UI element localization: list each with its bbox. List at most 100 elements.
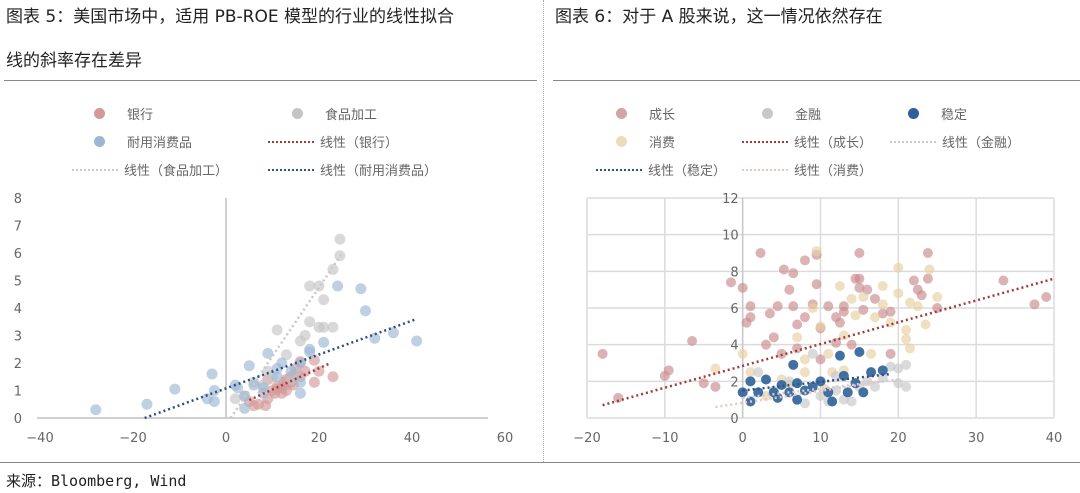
x-tick-label: 30 [968, 431, 985, 446]
legend-item: 消费 [616, 132, 675, 151]
legend-label: 稳定 [941, 108, 968, 123]
x-tick-label: −40 [26, 431, 53, 446]
y-tick-label: 8 [730, 265, 738, 280]
point-1 [912, 301, 923, 312]
legend-item: 线性（银行） [268, 132, 398, 151]
trendline-2 [144, 317, 418, 420]
point-1 [869, 312, 880, 323]
point-1 [745, 367, 756, 378]
footer-divider [0, 462, 1080, 463]
point-1 [846, 293, 857, 304]
legend-item: 线性（耐用消费品） [268, 160, 437, 179]
point-2 [285, 365, 297, 377]
point-2 [208, 396, 220, 407]
chart6-title: 图表 6：对于 A 股来说，这一情况依然存在 [555, 7, 883, 27]
point-0 [313, 365, 325, 377]
point-2 [815, 391, 826, 401]
point-2 [318, 336, 330, 348]
point-1 [737, 348, 748, 359]
point-1 [271, 324, 283, 336]
point-1 [838, 330, 849, 341]
point-2 [411, 335, 423, 347]
point-1 [807, 303, 818, 313]
chart5-title-line1: 图表 5：美国市场中，适用 PB-ROE 模型的行业的线性拟合 [6, 7, 455, 27]
legend-label: 银行 [127, 108, 154, 123]
point-0 [846, 339, 857, 350]
panel-separator [543, 0, 544, 462]
legend-marker [616, 108, 627, 119]
x-tick-label: 60 [497, 431, 514, 446]
legend-line [72, 168, 118, 171]
point-1 [893, 262, 904, 273]
legend-marker [616, 136, 627, 147]
legend-item: 食品加工 [292, 104, 377, 123]
point-0 [784, 284, 795, 295]
point-1 [761, 391, 772, 401]
y-tick-label: 5 [14, 275, 22, 290]
point-0 [308, 376, 320, 388]
point-2 [239, 402, 251, 414]
legend-marker [762, 108, 773, 119]
point-3 [854, 347, 865, 357]
y-tick-label: 8 [14, 192, 22, 207]
point-2 [332, 280, 344, 292]
point-1 [877, 299, 888, 310]
trendline-1 [742, 378, 899, 400]
point-3 [799, 385, 810, 396]
point-0 [737, 282, 748, 293]
point-3 [772, 392, 783, 403]
legend-label: 线性（耐用消费品） [320, 164, 438, 179]
x-tick-label: 40 [404, 431, 421, 446]
point-0 [885, 306, 896, 317]
point-0 [799, 255, 810, 266]
point-3 [834, 350, 845, 361]
point-1 [327, 321, 339, 333]
point-2 [877, 372, 888, 383]
legend-label: 金融 [795, 108, 822, 123]
trendline-1 [229, 252, 344, 419]
point-0 [854, 248, 865, 258]
legend-line [268, 140, 314, 143]
point-0 [862, 284, 873, 295]
legend-line [596, 168, 642, 171]
point-2 [294, 376, 306, 388]
point-2 [276, 357, 288, 369]
x-tick-label: −20 [573, 431, 600, 446]
point-0 [745, 301, 756, 312]
point-2 [893, 363, 904, 374]
point-0 [698, 378, 709, 389]
y-tick-label: 0 [730, 412, 738, 427]
legend-label: 线性（成长） [794, 136, 873, 151]
point-2 [262, 347, 274, 359]
point-2 [885, 361, 896, 372]
point-0 [885, 348, 896, 359]
legend-item: 银行 [94, 104, 153, 123]
point-3 [838, 370, 849, 381]
trendline-3 [715, 380, 883, 409]
point-0 [869, 293, 880, 304]
point-1 [850, 310, 861, 321]
point-1 [299, 330, 311, 341]
point-3 [858, 387, 869, 398]
point-1 [893, 288, 904, 299]
point-1 [834, 281, 845, 291]
header-divider-right [553, 80, 1080, 81]
point-0 [663, 365, 674, 376]
point-2 [271, 371, 283, 383]
point-1 [823, 348, 834, 359]
x-tick-label: 20 [311, 431, 328, 446]
legend-label: 消费 [649, 136, 676, 151]
point-1 [811, 246, 822, 257]
point-3 [753, 387, 764, 398]
legend-item: 耐用消费品 [94, 132, 192, 151]
point-3 [792, 378, 803, 389]
point-0 [858, 304, 869, 315]
y-tick-label: 0 [14, 412, 22, 427]
point-0 [834, 317, 845, 328]
trendline-0 [602, 277, 1055, 407]
point-0 [854, 273, 865, 284]
y-tick-label: 1 [14, 385, 22, 400]
legend-label: 耐用消费品 [127, 136, 193, 151]
point-1 [905, 297, 916, 308]
point-0 [725, 277, 736, 288]
